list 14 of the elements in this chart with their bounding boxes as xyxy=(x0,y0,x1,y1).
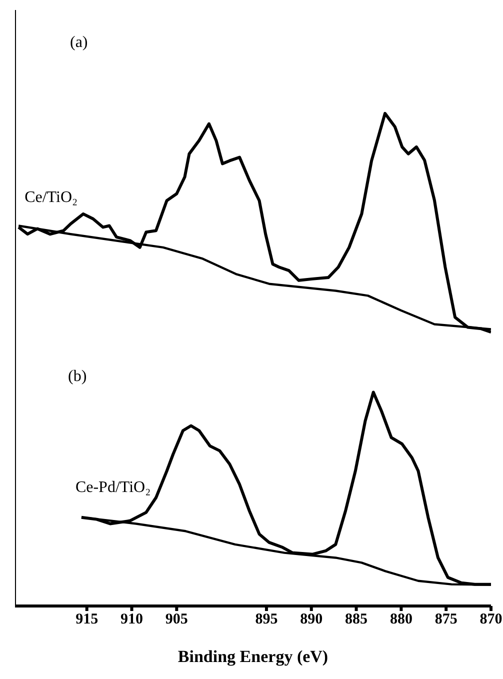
annotation: (b) xyxy=(68,368,87,386)
x-tick-label: 875 xyxy=(434,612,458,628)
x-tick-label: 895 xyxy=(255,612,278,628)
x-tick-label: 905 xyxy=(165,612,188,628)
x-axis-title: Binding Energy (eV) xyxy=(178,647,328,666)
x-tick-label: 880 xyxy=(390,612,412,628)
text: (a) xyxy=(70,34,88,52)
x-tick-label: 910 xyxy=(120,612,144,628)
series-label: Ce-Pd/TiO₂ xyxy=(75,479,151,498)
x-tick-label: 870 xyxy=(480,612,502,628)
x-tick-label: 915 xyxy=(76,612,98,628)
x-tick-label: 890 xyxy=(300,612,323,628)
x-tick-label: 885 xyxy=(345,612,368,628)
series-label: Ce/TiO₂ xyxy=(24,189,78,208)
